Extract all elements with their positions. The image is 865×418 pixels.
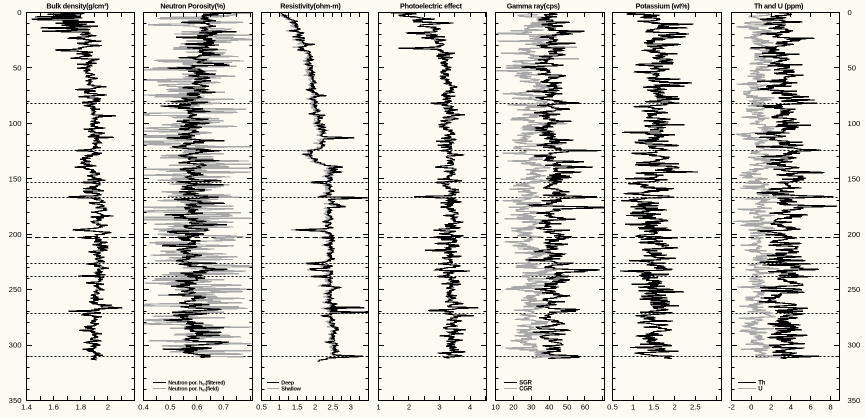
svg-text:50: 50 xyxy=(848,64,857,73)
svg-text:150: 150 xyxy=(848,174,861,183)
svg-text:SGR: SGR xyxy=(519,381,532,387)
svg-text:2: 2 xyxy=(769,403,773,412)
svg-text:60: 60 xyxy=(581,403,590,412)
svg-text:0.5: 0.5 xyxy=(165,403,176,412)
svg-text:0: 0 xyxy=(17,8,21,17)
svg-text:Neutron Porosity(%): Neutron Porosity(%) xyxy=(160,2,226,11)
svg-text:300: 300 xyxy=(848,341,861,350)
svg-text:300: 300 xyxy=(9,341,22,350)
svg-text:200: 200 xyxy=(9,230,22,239)
svg-text:0.6: 0.6 xyxy=(192,403,203,412)
svg-text:1.5: 1.5 xyxy=(292,403,303,412)
svg-text:Gamma ray(cps): Gamma ray(cps) xyxy=(507,2,561,11)
svg-text:0.5: 0.5 xyxy=(256,403,267,412)
svg-text:6: 6 xyxy=(809,403,813,412)
svg-text:3: 3 xyxy=(437,403,441,412)
svg-text:40: 40 xyxy=(545,403,554,412)
svg-text:2.5: 2.5 xyxy=(690,403,701,412)
svg-text:2: 2 xyxy=(407,403,411,412)
svg-text:350: 350 xyxy=(848,396,861,405)
svg-text:Th: Th xyxy=(758,381,765,387)
svg-text:1.8: 1.8 xyxy=(75,403,86,412)
svg-text:250: 250 xyxy=(848,285,861,294)
svg-text:8: 8 xyxy=(828,403,832,412)
svg-text:30: 30 xyxy=(527,403,536,412)
svg-text:U: U xyxy=(758,387,762,393)
svg-text:0: 0 xyxy=(848,8,852,17)
svg-text:50: 50 xyxy=(13,64,22,73)
svg-text:1: 1 xyxy=(376,403,380,412)
svg-text:200: 200 xyxy=(848,230,861,239)
svg-text:4: 4 xyxy=(789,403,794,412)
svg-text:0: 0 xyxy=(749,403,753,412)
svg-text:Bulk density(g/cm³): Bulk density(g/cm³) xyxy=(46,2,109,11)
svg-text:2: 2 xyxy=(106,403,110,412)
svg-text:250: 250 xyxy=(9,285,22,294)
svg-text:Deep: Deep xyxy=(281,381,294,387)
svg-text:100: 100 xyxy=(9,119,22,128)
svg-text:Th and U (ppm): Th and U (ppm) xyxy=(754,2,804,11)
svg-text:2: 2 xyxy=(672,403,676,412)
svg-text:2.5: 2.5 xyxy=(328,403,339,412)
svg-text:Neutron por. hV,(filtered): Neutron por. hV,(filtered) xyxy=(168,381,225,387)
svg-text:1.6: 1.6 xyxy=(48,403,59,412)
svg-text:350: 350 xyxy=(9,396,22,405)
svg-text:Resistivity(ohm-m): Resistivity(ohm-m) xyxy=(280,2,341,11)
svg-text:0.4: 0.4 xyxy=(138,403,149,412)
svg-text:CGR: CGR xyxy=(519,387,533,393)
svg-text:1: 1 xyxy=(277,403,281,412)
svg-text:1.5: 1.5 xyxy=(649,403,660,412)
svg-text:4: 4 xyxy=(468,403,473,412)
svg-text:Neutron por. hV,(field): Neutron por. hV,(field) xyxy=(168,387,219,393)
svg-text:Shallow: Shallow xyxy=(281,387,301,393)
svg-text:20: 20 xyxy=(509,403,518,412)
svg-text:100: 100 xyxy=(848,119,861,128)
svg-text:-2: -2 xyxy=(728,403,735,412)
svg-text:10: 10 xyxy=(491,403,500,412)
svg-text:Potassium (wt%): Potassium (wt%) xyxy=(636,2,691,11)
svg-text:0.5: 0.5 xyxy=(607,403,618,412)
svg-text:50: 50 xyxy=(563,403,572,412)
svg-text:2: 2 xyxy=(313,403,317,412)
svg-text:Photoelectric effect: Photoelectric effect xyxy=(400,2,463,11)
svg-text:1.4: 1.4 xyxy=(21,403,32,412)
svg-text:0.7: 0.7 xyxy=(218,403,229,412)
svg-text:150: 150 xyxy=(9,174,22,183)
svg-text:1: 1 xyxy=(631,403,635,412)
svg-text:3: 3 xyxy=(349,403,353,412)
